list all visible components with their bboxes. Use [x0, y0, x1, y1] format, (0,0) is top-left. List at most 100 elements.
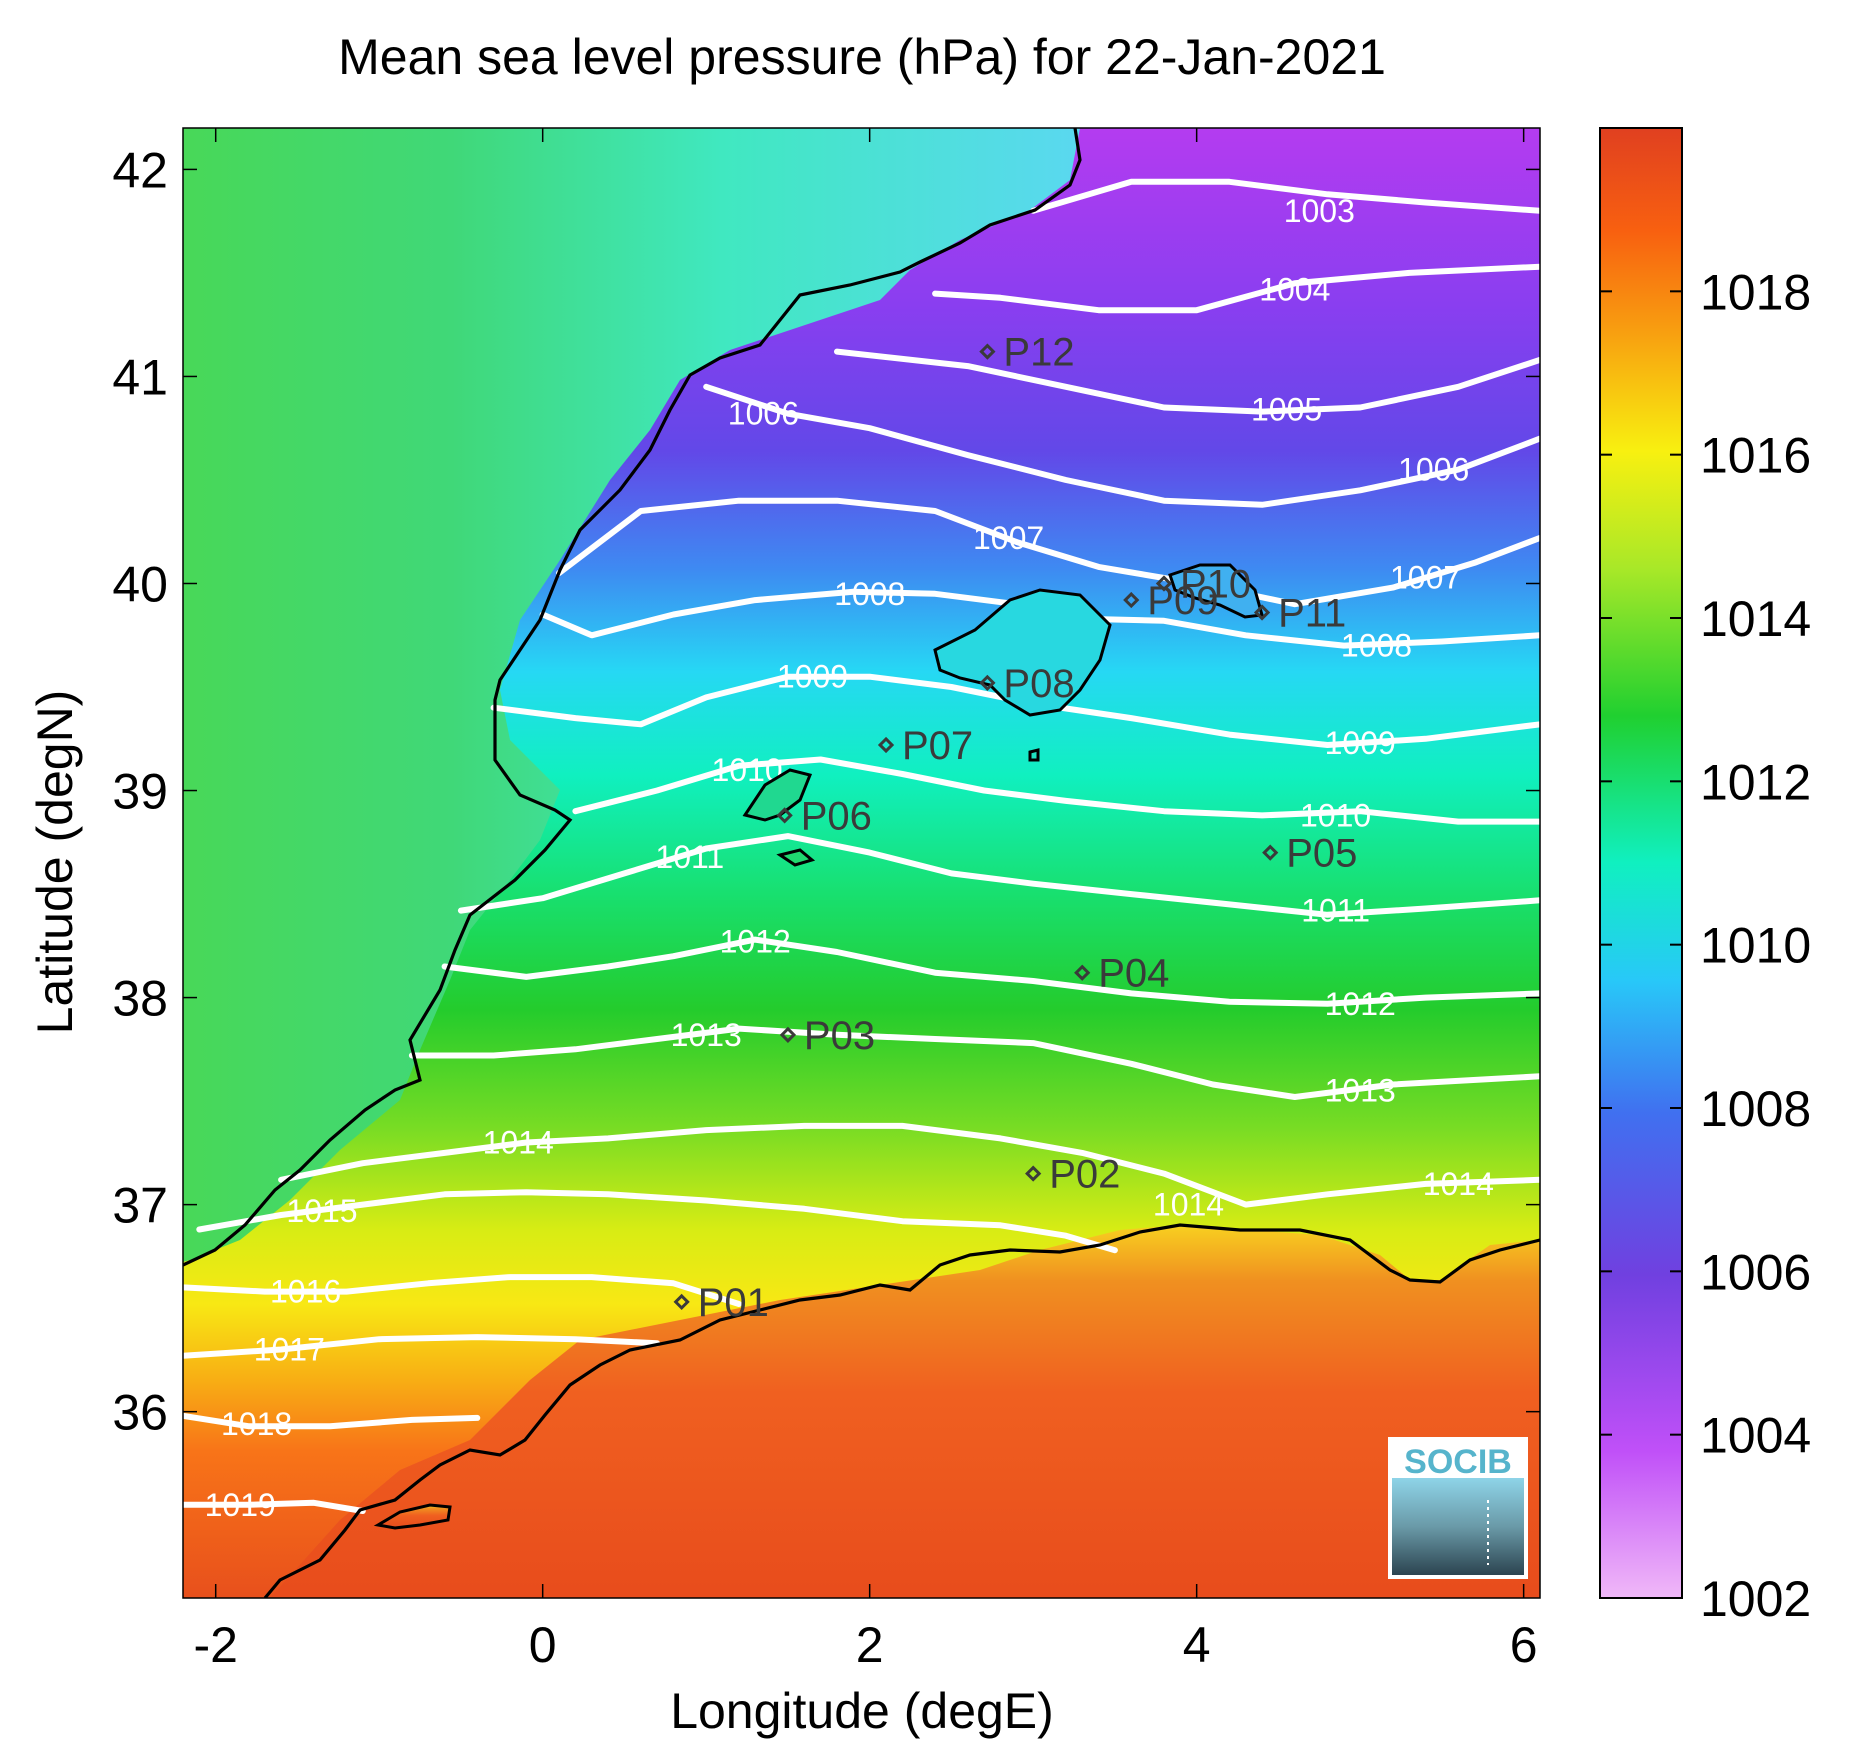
alboran-island: [373, 1503, 452, 1530]
station-label: P06: [801, 794, 872, 838]
station-marker: [1025, 1165, 1042, 1182]
isobar-1019: [183, 1499, 366, 1514]
isobar-label: 1009: [777, 659, 848, 695]
isobar-label: 1014: [1423, 1166, 1494, 1202]
isobar-1003: [1030, 178, 1540, 214]
isobar-label: 1014: [1153, 1187, 1224, 1223]
colorbar-tick-label: 1016: [1700, 428, 1811, 484]
isobar-label: 1018: [221, 1406, 292, 1442]
isobar-1009: [490, 673, 1540, 748]
ibiza-island: [742, 768, 813, 822]
y-tick-label: 41: [112, 350, 168, 406]
isobar-1014: [278, 1122, 1540, 1208]
station-label: P01: [698, 1281, 769, 1325]
isobar-label: 1007: [973, 520, 1044, 556]
colorbar-tick-label: 1008: [1700, 1081, 1811, 1137]
x-tick-label: -2: [193, 1617, 237, 1673]
isobar-1007: [556, 497, 1540, 608]
plot-frame: [182, 127, 1541, 1599]
isobar-label: 1006: [1398, 452, 1469, 488]
isobar-label: 1009: [1325, 725, 1396, 761]
mallorca-island: [933, 588, 1112, 717]
cabrera-island: [1028, 748, 1040, 762]
colorbar-tick-label: 1018: [1700, 264, 1811, 320]
menorca-island: [1168, 563, 1264, 619]
station-marker: [979, 674, 996, 691]
y-tick-label: 36: [112, 1385, 168, 1441]
colorbar-ticks: 1002 1004 1006 1008 1010 1012 1014 1016 1018: [1600, 264, 1811, 1627]
colorbar-tick-label: 1004: [1700, 1408, 1811, 1464]
isobar-1006: [703, 383, 1540, 508]
station-label: P05: [1286, 832, 1357, 876]
x-tick-label: 2: [856, 1617, 884, 1673]
colorbar-tick-label: 1014: [1700, 591, 1811, 647]
isobar-label: 1008: [1341, 628, 1412, 664]
station-marker: [779, 1026, 797, 1043]
y-tick-label: 38: [112, 971, 168, 1027]
x-tick-label: 4: [1183, 1617, 1211, 1673]
isobar-label: 1016: [270, 1274, 341, 1310]
map-panel: 1003 1004 1005 1006 1006 1007 1007 1008 1008 1009…: [183, 128, 1540, 1598]
isobar-label: 1004: [1259, 272, 1330, 308]
colorbar: 1002 1004 1006 1008 1010 1012 1014 1016 1018: [1599, 127, 1811, 1627]
station-label: P07: [902, 724, 973, 768]
africa-land: [183, 1225, 1540, 1598]
colorbar-tick-label: 1012: [1700, 754, 1811, 810]
station-marker: [1074, 964, 1091, 981]
africa-coastline: [263, 1223, 1540, 1598]
isobar-label: 1012: [720, 924, 791, 960]
chart-title: Mean sea level pressure (hPa) for 22-Jan…: [338, 29, 1386, 85]
station-marker: [673, 1293, 690, 1311]
station-marker: [1262, 844, 1279, 861]
station-marker: [877, 736, 895, 754]
x-tick-label: 0: [529, 1617, 557, 1673]
station-label: P10: [1180, 563, 1251, 607]
y-tick-label: 39: [112, 764, 168, 820]
isobar-label: 1006: [728, 396, 799, 432]
logo-text: SOCIB: [1404, 1443, 1512, 1481]
colorbar-tick-label: 1002: [1700, 1571, 1811, 1627]
station-label: P08: [1003, 662, 1074, 706]
socib-logo: SOCIB: [1388, 1437, 1528, 1579]
colorbar-tick-label: 1006: [1700, 1244, 1811, 1300]
y-tick-label: 40: [112, 557, 168, 613]
y-axis-label: Latitude (degN): [27, 690, 83, 1035]
iberia-coastline: [183, 128, 1082, 1267]
station-label: P11: [1278, 592, 1346, 636]
x-tick-label: 6: [1510, 1617, 1538, 1673]
isobar-label: 1007: [1390, 559, 1461, 595]
isobar-1010: [572, 756, 1540, 825]
isobar-label: 1003: [1284, 193, 1355, 229]
y-tick-label: 37: [112, 1178, 168, 1234]
formentera-island: [776, 848, 816, 867]
colorbar-gradient: [1599, 127, 1683, 1599]
isobar-label: 1014: [483, 1125, 554, 1161]
isobar-1015: [196, 1189, 1118, 1254]
isobar-1013: [408, 1025, 1540, 1100]
isobar-label: 1019: [205, 1487, 276, 1523]
isobar-layer: 1003 1004 1005 1006 1006 1007 1007 1008 1008 1009…: [183, 178, 1540, 1523]
station-marker: [776, 807, 793, 824]
axes-layer: -2 0 2 4 6 36 37 38 39 40 41 42: [112, 128, 1540, 1673]
station-label: P03: [804, 1014, 875, 1058]
station-marker: [1253, 604, 1271, 621]
isobar-label: 1005: [1251, 392, 1322, 428]
isobar-label: 1013: [671, 1017, 742, 1053]
colorbar-tick-label: 1010: [1700, 918, 1811, 974]
isobar-label: 1011: [655, 839, 724, 875]
y-tick-label: 42: [112, 142, 168, 198]
isobar-1004: [932, 263, 1540, 314]
isobar-1017: [183, 1334, 661, 1359]
isobar-1016: [183, 1274, 742, 1307]
isobar-1005: [834, 348, 1540, 415]
isobar-label: 1017: [254, 1332, 325, 1368]
station-marker: [979, 343, 996, 360]
station-label: P12: [1003, 331, 1074, 375]
isobar-label: 1013: [1325, 1073, 1396, 1109]
isobar-label: 1015: [286, 1193, 357, 1229]
isobar-1012: [441, 936, 1540, 1007]
iberia-land: [183, 128, 1080, 1262]
station-marker: [1123, 591, 1140, 609]
